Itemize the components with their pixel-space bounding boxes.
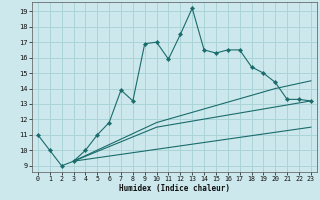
X-axis label: Humidex (Indice chaleur): Humidex (Indice chaleur): [119, 184, 230, 193]
